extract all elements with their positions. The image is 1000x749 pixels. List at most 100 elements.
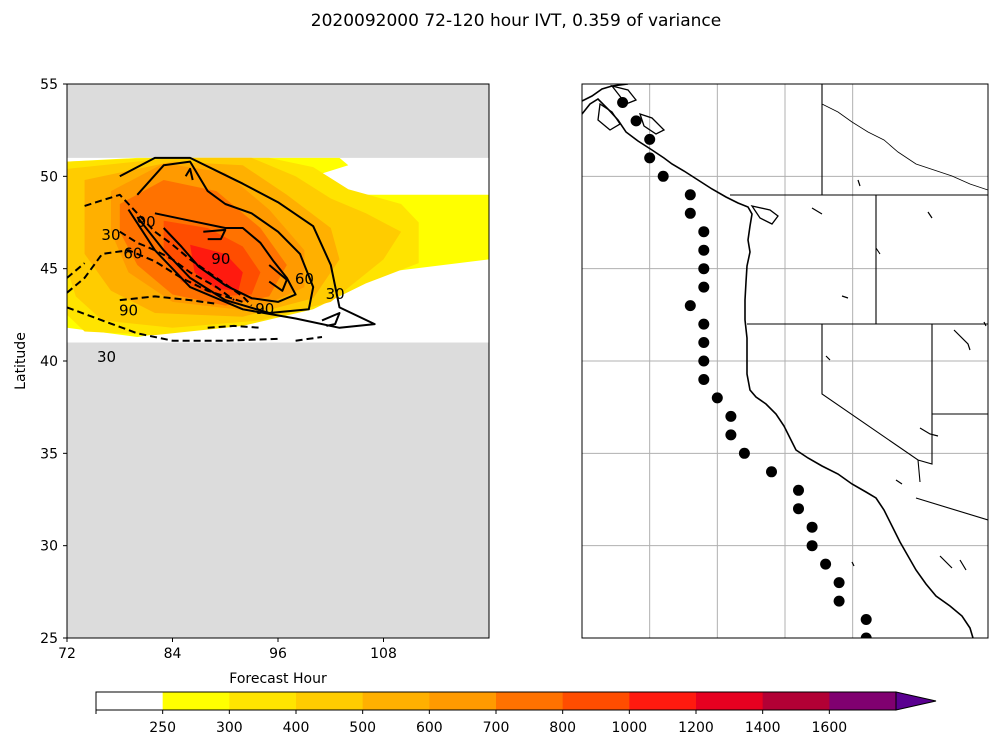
x-tick-label-2: 96 <box>269 646 287 662</box>
lakes <box>811 179 987 571</box>
coast-point-20 <box>766 466 777 478</box>
colorbar-segment-9 <box>696 692 764 710</box>
colorbar-segment-2 <box>229 692 297 710</box>
colorbar-tick-label-10: 1600 <box>812 720 848 736</box>
negative-contour-14 <box>67 262 86 279</box>
political-boundaries <box>730 84 988 521</box>
colorbar-tick-label-4: 600 <box>416 720 443 736</box>
colorbar-segment-5 <box>429 692 497 710</box>
coast-point-16 <box>711 392 723 404</box>
coast-point-10 <box>698 281 710 293</box>
colorbar-segment-0 <box>96 692 164 710</box>
y-tick-label-2: 35 <box>40 446 58 462</box>
contour-label-0: 90 <box>137 213 156 231</box>
colorbar: 250 300 400 500 600 700 800 1000 1200 1400 1600 <box>95 691 937 736</box>
canada-border-detail <box>821 103 988 191</box>
contour-label-1: 30 <box>101 226 120 244</box>
coast-point-21 <box>793 484 804 496</box>
negative-contour-9 <box>67 249 244 303</box>
coast-point-22 <box>793 503 804 515</box>
coast-point-17 <box>725 410 737 422</box>
y-axis-label: Latitude <box>13 332 29 390</box>
coast-point-2 <box>644 133 656 145</box>
y-tick-label-5: 50 <box>40 169 58 185</box>
coast-point-15 <box>698 374 710 385</box>
coast-point-12 <box>698 318 710 330</box>
positive-contour-5 <box>321 312 341 327</box>
negative-contour-10 <box>67 306 279 342</box>
coast-point-27 <box>833 595 845 607</box>
positive-contour-1 <box>136 160 315 314</box>
colorbar-tick-label-3: 500 <box>349 720 376 736</box>
colorbar-tick-label-1: 300 <box>216 720 243 736</box>
positive-contour-6 <box>184 167 194 181</box>
colorbar-tick-label-8: 1200 <box>678 720 714 736</box>
positive-contour-4 <box>268 264 288 292</box>
colorbar-segment-8 <box>629 692 697 710</box>
coast-point-23 <box>806 521 818 533</box>
x-axis-label: Forecast Hour <box>229 671 327 687</box>
contour-label-7: 90 <box>255 300 274 318</box>
contour-label-6: 90 <box>119 302 138 320</box>
negative-contour-11 <box>119 295 217 305</box>
negative-contour-8 <box>119 230 235 301</box>
coast-point-7 <box>698 226 710 238</box>
y-tick-label-1: 30 <box>40 539 58 555</box>
colorbar-segment-3 <box>296 692 364 710</box>
coast-point-25 <box>820 558 832 570</box>
y-tick-label-4: 45 <box>40 262 58 278</box>
positive-contour-0 <box>154 212 297 303</box>
y-tick-label-6: 55 <box>40 77 58 93</box>
coast-point-5 <box>684 189 696 201</box>
positive-contour-2 <box>119 156 376 329</box>
negative-contour-13 <box>295 336 323 342</box>
x-tick-label-1: 84 <box>164 646 182 662</box>
colorbar-tick-label-2: 400 <box>283 720 310 736</box>
x-tick-label-0: 72 <box>58 646 76 662</box>
y-tick-label-3: 40 <box>40 354 58 370</box>
colorbar-segment-10 <box>762 692 830 710</box>
x-tick-label-3: 108 <box>370 646 397 662</box>
coast-point-29 <box>860 632 872 638</box>
coast-point-26 <box>833 577 845 589</box>
coast-point-3 <box>644 152 656 164</box>
contour-label-2: 60 <box>123 244 142 262</box>
colorbar-segment-11 <box>829 692 897 710</box>
contour-label-3: 90 <box>211 250 230 268</box>
positive-contour-3 <box>203 228 227 241</box>
map-panel <box>581 83 989 639</box>
ivt-fill-1000 <box>190 244 243 291</box>
coastline <box>582 84 974 638</box>
contour-label-4: 60 <box>295 270 314 288</box>
coast-point-6 <box>684 207 696 219</box>
coast-point-0 <box>617 97 629 108</box>
map-panel-frame <box>581 83 989 639</box>
colorbar-tick-label-6: 800 <box>549 720 576 736</box>
coast-point-8 <box>698 244 710 256</box>
coast-point-1 <box>630 115 642 127</box>
contour-label-5: 30 <box>326 285 345 303</box>
contour-label-8: 30 <box>97 348 116 366</box>
coast-point-13 <box>698 337 710 348</box>
coast-point-28 <box>860 614 872 625</box>
colorbar-segment-4 <box>362 692 430 710</box>
figure-title: 2020092000 72-120 hour IVT, 0.359 of var… <box>311 11 721 31</box>
colorbar-tick-label-0: 250 <box>149 720 176 736</box>
colorbar-extend-arrow <box>895 691 937 711</box>
colorbar-segment-6 <box>496 692 564 710</box>
coast-point-19 <box>738 447 750 459</box>
coast-point-4 <box>657 170 669 182</box>
islands <box>597 84 779 225</box>
colorbar-segment-1 <box>162 692 230 710</box>
colorbar-tick-label-7: 1000 <box>612 720 648 736</box>
coast-point-18 <box>725 429 737 441</box>
colorbar-segment-7 <box>562 692 630 710</box>
coast-point-14 <box>698 355 710 367</box>
colorbar-tick-label-5: 700 <box>483 720 510 736</box>
colorbar-tick-label-9: 1400 <box>745 720 781 736</box>
negative-contour-7 <box>84 193 253 307</box>
coast-point-9 <box>698 263 710 275</box>
negative-contour-12 <box>207 324 261 329</box>
